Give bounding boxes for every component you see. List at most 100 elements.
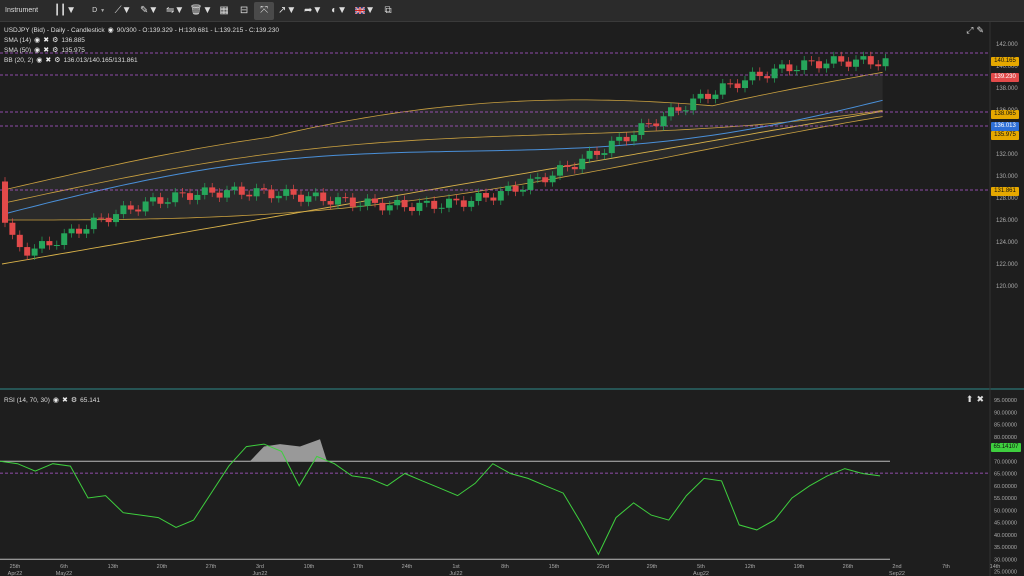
rsi-axis-label: 85.00000 (994, 423, 1017, 429)
close-icon[interactable]: ✖ (43, 47, 50, 54)
candle-body (290, 189, 297, 195)
time-axis-day: 2nd (892, 564, 901, 570)
visibility-eye-icon[interactable]: ◉ (107, 27, 114, 34)
indicators-icon[interactable]: ⇋ ▼ (165, 5, 185, 16)
candle-body (231, 186, 238, 191)
legend-bb: BB (20, 2) ◉ ✖ ⚙ 136.013/140.165/131.861 (4, 56, 138, 65)
chart-settings-icon[interactable]: ↗ ▼ (277, 5, 297, 16)
gear-icon[interactable]: ⚙ (54, 57, 61, 64)
close-icon[interactable]: ✖ (43, 37, 50, 44)
chevron-down-icon: ▼ (100, 7, 106, 14)
popout-window-icon[interactable]: ⧉ (384, 5, 392, 16)
candle-body (867, 56, 874, 65)
candle-body (46, 241, 53, 246)
rsi-tag: 65.14107 (991, 443, 1021, 452)
time-axis-day: 12th (745, 564, 756, 570)
price-tag-last: 139.230 (991, 73, 1019, 82)
fit-screen-icon[interactable]: ⤧ (254, 1, 275, 20)
eye-icon[interactable]: ◉ (36, 57, 43, 64)
bb-value: 136.013/140.165/131.861 (63, 56, 138, 64)
rsi-axis-label: 45.00000 (994, 521, 1017, 527)
candle-body (9, 222, 16, 235)
price-tag-sma50: 135.975 (991, 131, 1019, 140)
instrument-menu[interactable]: Instrument (0, 0, 43, 22)
time-axis-month: May22 (56, 571, 73, 576)
theme-icon[interactable]: ◐ ▼ (331, 5, 348, 16)
candle-body (305, 196, 312, 202)
candle-body (53, 245, 60, 247)
trash-icon[interactable]: 🗑 ▼ (189, 5, 213, 16)
candle-body (349, 197, 356, 207)
candle-body (512, 185, 519, 192)
share-icon[interactable]: ➦ ▼ (303, 5, 323, 16)
candle-body (853, 59, 859, 67)
chart-type-candlestick-icon[interactable]: ┃┃ ▼ (54, 5, 77, 16)
close-icon[interactable]: ✖ (976, 394, 984, 404)
candle-body (727, 83, 734, 85)
close-icon[interactable]: ✖ (45, 57, 52, 64)
candle-body (719, 83, 726, 95)
legend-sma14: SMA (14) ◉ ✖ ⚙ 136.885 (4, 36, 85, 45)
settings-icon[interactable]: ✎ (976, 25, 984, 35)
candle-body (660, 116, 667, 127)
candle-body (394, 199, 401, 206)
candle-body (194, 194, 201, 200)
candle-body (224, 190, 230, 198)
time-axis-day: 24th (402, 564, 413, 570)
uk-flag-icon[interactable]: ▼ (352, 2, 378, 20)
timeframe-menu[interactable]: D ▼ (87, 0, 110, 22)
price-axis-label: 126.000 (996, 218, 1018, 224)
time-axis-day: 5th (697, 564, 705, 570)
time-axis-day: 6th (60, 564, 68, 570)
candle-body (764, 76, 771, 79)
candle-body (845, 61, 852, 67)
expand-icon[interactable]: ⤢ (966, 25, 974, 35)
candle-body (283, 189, 290, 196)
zoom-out-icon[interactable]: ⊟ (239, 5, 249, 16)
chart-area[interactable]: 142.000140.000138.000136.000134.000132.0… (0, 22, 1024, 576)
chart-canvas[interactable]: 142.000140.000138.000136.000134.000132.0… (0, 22, 1024, 576)
time-axis-day: 19th (794, 564, 805, 570)
time-axis-day: 29th (647, 564, 658, 570)
candle-body (601, 153, 608, 155)
price-axis-label: 138.000 (996, 86, 1018, 92)
eye-icon[interactable]: ◉ (34, 47, 41, 54)
arrow-up-icon[interactable]: ⬆ (965, 394, 974, 404)
sma50-value: 135.975 (61, 46, 85, 54)
candle-body (460, 200, 467, 207)
rsi-axis-label: 35.00000 (994, 545, 1017, 551)
candle-body (372, 198, 378, 203)
rsi-axis-label: 70.00000 (994, 459, 1017, 465)
candle-body (416, 202, 423, 211)
candle-body (68, 228, 75, 234)
drawing-line-icon[interactable]: ⟋ ▼ (114, 5, 132, 16)
gear-icon[interactable]: ⚙ (52, 37, 59, 44)
candle-body (187, 193, 193, 200)
price-tag-level: 138.065 (991, 110, 1019, 119)
time-axis-month: Jun22 (253, 571, 268, 576)
candle-body (386, 205, 393, 211)
candle-body (127, 205, 134, 210)
candle-body (808, 60, 815, 62)
candle-body (608, 140, 615, 154)
candle-body (357, 205, 364, 207)
price-axis-label: 122.000 (996, 262, 1018, 268)
candle-body (586, 150, 593, 159)
pencil-icon[interactable]: ✎ ▼ (139, 5, 159, 16)
close-icon[interactable]: ✖ (62, 397, 68, 404)
eye-icon[interactable]: ◉ (34, 37, 41, 44)
gear-icon[interactable]: ⚙ (70, 397, 78, 404)
price-axis-label: 124.000 (996, 240, 1018, 246)
gear-icon[interactable]: ⚙ (52, 47, 59, 54)
candle-body (453, 198, 460, 201)
time-axis-day: 17th (353, 564, 364, 570)
price-axis-label: 140.000 (996, 64, 1018, 70)
layout-grid-icon[interactable]: ▦ (219, 5, 229, 16)
candle-body (749, 71, 756, 81)
eye-icon[interactable]: ◉ (52, 397, 59, 404)
candle-body (216, 192, 223, 198)
candle-body (823, 63, 830, 69)
candle-body (786, 64, 793, 72)
candle-body (275, 195, 282, 199)
time-axis-day: 13th (108, 564, 119, 570)
